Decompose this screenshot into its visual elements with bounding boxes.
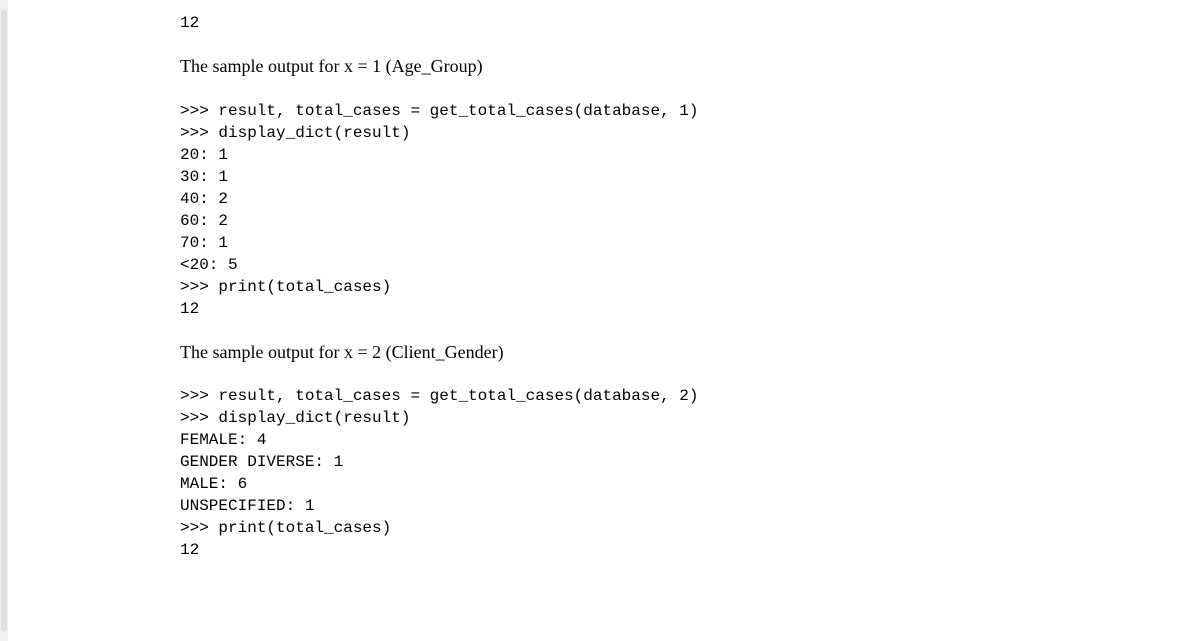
document-page: 12 The sample output for x = 1 (Age_Grou…	[0, 0, 1200, 561]
heading-x2: The sample output for x = 2 (Client_Gend…	[180, 342, 1200, 364]
left-scrollbar[interactable]	[0, 0, 8, 641]
code-block-2: >>> result, total_cases = get_total_case…	[180, 385, 1200, 561]
heading-x1: The sample output for x = 1 (Age_Group)	[180, 56, 1200, 78]
code-block-1: >>> result, total_cases = get_total_case…	[180, 100, 1200, 320]
intro-line: 12	[180, 12, 1200, 34]
left-scrollbar-track	[1, 10, 7, 631]
